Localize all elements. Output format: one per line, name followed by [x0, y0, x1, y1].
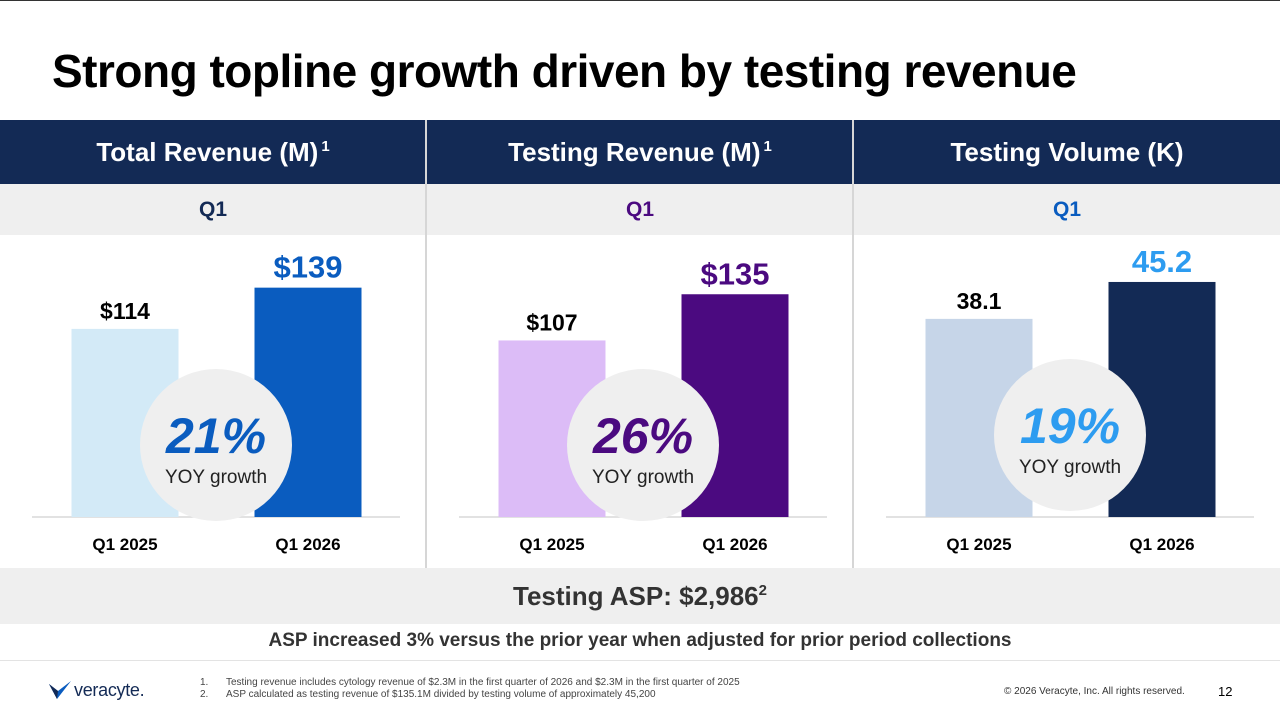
panel-testing-revenue: Testing Revenue (M) 1 Q1 $107 Q1 2025 $135 Q… — [427, 120, 853, 568]
footnote-number: 2. — [200, 689, 209, 700]
category-tick-label: Q1 2025 — [519, 535, 584, 554]
panel-heading: Testing Revenue (M) 1 — [427, 120, 853, 184]
bar-chart-testing-revenue: $107 Q1 2025 $135 Q1 2026 26% YOY growth — [459, 256, 827, 554]
growth-label: YOY growth — [1019, 457, 1121, 478]
bar-value-label: 38.1 — [957, 288, 1002, 314]
footnote-number: 1. — [200, 677, 209, 688]
panel-heading-footnote: 1 — [321, 137, 330, 155]
period-label: Q1 — [427, 184, 853, 235]
veracyte-check-icon — [49, 681, 71, 699]
bar-chart-total-revenue: $114 Q1 2025 $139 Q1 2026 21% YOY growth — [32, 250, 400, 554]
testing-asp-band: Testing ASP: $2,986 2 — [0, 568, 1280, 624]
category-tick-label: Q1 2026 — [275, 535, 340, 554]
bar-value-label: $139 — [274, 250, 343, 285]
growth-circle — [140, 369, 292, 521]
panel-divider — [425, 120, 427, 568]
panel-total-revenue: Total Revenue (M) 1 Q1 $114 Q1 2025 $139 Q1 … — [0, 120, 426, 568]
period-label: Q1 — [0, 184, 426, 235]
growth-label: YOY growth — [592, 467, 694, 488]
veracyte-logo: veracyte. — [48, 679, 145, 701]
category-tick-label: Q1 2026 — [1129, 535, 1194, 554]
panel-heading: Total Revenue (M) 1 — [0, 120, 426, 184]
bar-value-label: $114 — [100, 298, 150, 324]
page-number: 12 — [1218, 684, 1233, 699]
copyright: © 2026 Veracyte, Inc. All rights reserve… — [1004, 686, 1185, 697]
testing-asp-text: Testing ASP: $2,986 — [513, 580, 759, 611]
growth-value: 19% — [1020, 398, 1120, 454]
footnote-text: Testing revenue includes cytology revenu… — [226, 677, 740, 688]
top-rule — [0, 0, 1280, 1]
growth-circle — [567, 369, 719, 521]
growth-circle — [994, 359, 1146, 511]
growth-value: 26% — [592, 408, 693, 464]
growth-value: 21% — [165, 408, 266, 464]
panel-heading-footnote: 1 — [763, 137, 772, 155]
panel-heading-text: Total Revenue (M) — [96, 136, 319, 167]
category-tick-label: Q1 2025 — [946, 535, 1011, 554]
bar-value-label: 45.2 — [1132, 244, 1192, 279]
panel-heading-text: Testing Revenue (M) — [508, 136, 761, 167]
footnote: 2. ASP calculated as testing revenue of … — [200, 689, 740, 701]
bar-chart-testing-volume: 38.1 Q1 2025 45.2 Q1 2026 19% YOY growth — [886, 244, 1254, 554]
panel-heading: Testing Volume (K) — [854, 120, 1280, 184]
testing-asp-footnote: 2 — [758, 581, 767, 599]
period-label: Q1 — [854, 184, 1280, 235]
panel-divider — [852, 120, 854, 568]
bar-value-label: $135 — [701, 256, 770, 291]
footer-rule — [0, 660, 1280, 661]
logo-text: veracyte. — [74, 679, 145, 700]
bar-value-label: $107 — [526, 309, 577, 335]
category-tick-label: Q1 2025 — [92, 535, 157, 554]
growth-label: YOY growth — [165, 467, 267, 488]
category-tick-label: Q1 2026 — [702, 535, 767, 554]
footnote: 1. Testing revenue includes cytology rev… — [200, 677, 740, 689]
slide-title: Strong topline growth driven by testing … — [52, 45, 1077, 97]
footnotes: 1. Testing revenue includes cytology rev… — [200, 677, 740, 701]
panel-testing-volume: Testing Volume (K) Q1 38.1 Q1 2025 45.2 Q1 … — [854, 120, 1280, 568]
asp-note: ASP increased 3% versus the prior year w… — [268, 630, 1012, 651]
panel-heading-text: Testing Volume (K) — [950, 136, 1184, 167]
footnote-text: ASP calculated as testing revenue of $13… — [226, 689, 656, 700]
